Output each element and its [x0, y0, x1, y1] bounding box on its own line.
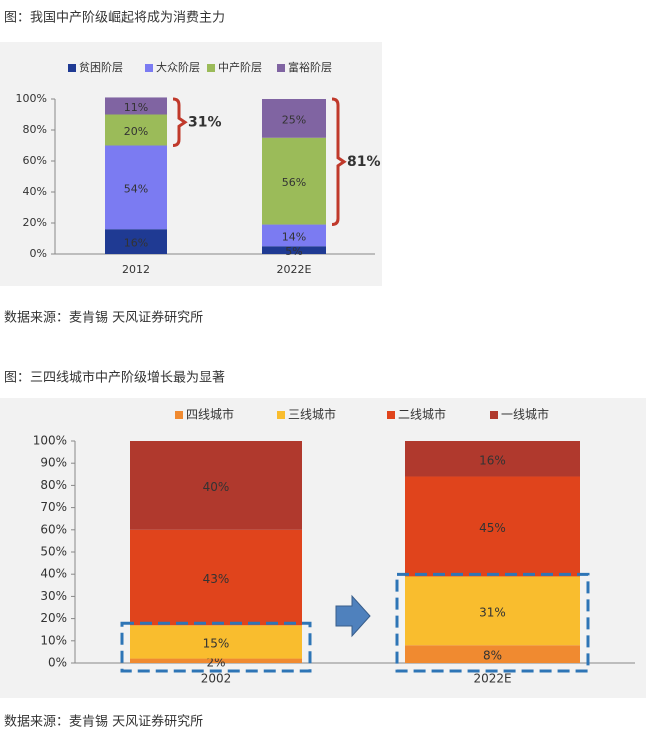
legend-swatch — [387, 411, 395, 419]
y-tick-label: 20% — [40, 611, 67, 625]
highlight-box — [395, 572, 590, 673]
source: 数据来源：麦肯锡 天风证券研究所 — [4, 714, 203, 730]
bar-segment — [105, 97, 167, 115]
x-tick-label: 2002 — [201, 672, 232, 686]
y-tick-label: 50% — [40, 545, 67, 559]
y-tick-label: 60% — [40, 522, 67, 536]
legend-swatch — [207, 64, 215, 72]
bar-segment — [130, 529, 302, 626]
data-label: 31% — [479, 605, 506, 619]
figure-title: 图：三四线城市中产阶级增长最为显著 — [4, 370, 225, 386]
annotation: 31% — [188, 114, 222, 130]
data-label: 16% — [479, 453, 506, 467]
bar-segment — [105, 145, 167, 230]
bar-segment — [405, 441, 580, 477]
annotation: 81% — [347, 154, 381, 170]
data-label: 15% — [203, 636, 230, 650]
data-label: 54% — [124, 182, 148, 195]
y-tick-label: 30% — [40, 589, 67, 603]
bar-segment — [405, 576, 580, 646]
data-label: 8% — [483, 649, 502, 663]
data-label: 43% — [203, 572, 230, 586]
bracket — [331, 97, 347, 227]
y-tick-label: 80% — [23, 123, 47, 136]
data-label: 16% — [124, 237, 148, 250]
x-tick-label: 2022E — [277, 263, 312, 276]
bar-segment — [262, 246, 326, 254]
legend-swatch — [490, 411, 498, 419]
x-tick-label: 2022E — [473, 672, 511, 686]
legend-label: 三线城市 — [288, 407, 336, 422]
legend-swatch — [68, 64, 76, 72]
data-label: 56% — [282, 176, 306, 189]
legend-label: 二线城市 — [398, 407, 446, 422]
data-label: 25% — [282, 113, 306, 126]
data-label: 45% — [479, 521, 506, 535]
data-label: 40% — [203, 480, 230, 494]
x-tick-label: 2012 — [122, 263, 150, 276]
y-tick-label: 20% — [23, 216, 47, 229]
y-tick-label: 0% — [48, 656, 67, 670]
y-tick-label: 0% — [30, 247, 47, 260]
bar-segment — [262, 224, 326, 247]
arrow — [335, 594, 371, 638]
legend-label: 中产阶层 — [218, 60, 262, 74]
highlight-box — [120, 621, 312, 673]
y-tick-label: 40% — [23, 185, 47, 198]
y-tick-label: 100% — [16, 92, 47, 105]
data-label: 14% — [282, 230, 306, 243]
bar-segment — [262, 137, 326, 225]
legend-label: 四线城市 — [186, 407, 234, 422]
bar-segment — [130, 441, 302, 530]
legend-label: 富裕阶层 — [288, 60, 332, 74]
y-tick-label: 40% — [40, 567, 67, 581]
source: 数据来源：麦肯锡 天风证券研究所 — [4, 310, 203, 326]
data-label: 11% — [124, 101, 148, 114]
y-tick-label: 80% — [40, 478, 67, 492]
legend-swatch — [277, 411, 285, 419]
bar-segment — [262, 99, 326, 138]
legend-label: 一线城市 — [501, 407, 549, 422]
bar-segment — [105, 114, 167, 146]
bar-segment — [405, 476, 580, 577]
y-tick-label: 10% — [40, 633, 67, 647]
data-label: 20% — [124, 125, 148, 138]
y-tick-label: 90% — [40, 456, 67, 470]
data-label: 5% — [285, 245, 302, 258]
legend-swatch — [277, 64, 285, 72]
bar-segment — [105, 229, 167, 254]
figure-title: 图：我国中产阶级崛起将成为消费主力 — [4, 11, 225, 26]
legend-label: 大众阶层 — [156, 60, 200, 74]
bar-segment — [130, 658, 302, 663]
bar-segment — [130, 625, 302, 659]
legend-swatch — [175, 411, 183, 419]
legend-label: 贫困阶层 — [79, 60, 123, 74]
legend-swatch — [145, 64, 153, 72]
y-tick-label: 100% — [33, 434, 67, 448]
bar-segment — [405, 645, 580, 663]
y-tick-label: 70% — [40, 500, 67, 514]
data-label: 2% — [206, 655, 225, 669]
y-tick-label: 60% — [23, 154, 47, 167]
bracket — [172, 97, 188, 147]
